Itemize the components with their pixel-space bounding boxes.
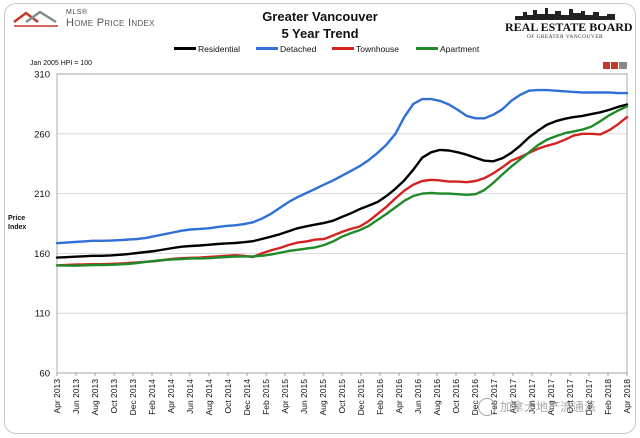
series-line-apartment — [55, 105, 629, 267]
x-tick-label: Apr 2017 — [508, 379, 518, 414]
y-tick-label: 160 — [34, 249, 50, 260]
legend-swatch — [332, 47, 354, 51]
legend-label: Detached — [280, 44, 317, 54]
chart-subtitle: 5 Year Trend — [281, 26, 359, 41]
real-estate-board-logo: REAL ESTATE BOARD OF GREATER VANCOUVER — [505, 6, 633, 42]
x-tick-label: Feb 2016 — [375, 379, 385, 415]
y-tick-label: 110 — [35, 309, 50, 320]
x-tick-label: Apr 2015 — [280, 379, 290, 414]
x-tick-label: Apr 2013 — [52, 379, 62, 414]
x-tick-label: Oct 2017 — [565, 379, 575, 414]
x-tick-label: Oct 2014 — [223, 379, 233, 414]
y-tick-label: 310 — [34, 70, 50, 81]
x-tick-label: Aug 2017 — [546, 379, 556, 416]
x-tick-label: Feb 2018 — [603, 379, 613, 415]
x-tick-label: Jun 2017 — [527, 379, 537, 414]
legend-swatch — [256, 47, 278, 51]
x-tick-label: Oct 2016 — [451, 379, 461, 414]
house-icon — [13, 10, 58, 27]
x-tick-label: Apr 2014 — [166, 379, 176, 414]
x-tick-label: Apr 2018 — [622, 379, 632, 414]
x-tick-label: Dec 2014 — [242, 379, 252, 416]
mls-mark: MLS® — [66, 9, 88, 16]
hpi-logo-text: Home Price Index — [66, 17, 155, 29]
board-subtitle: OF GREATER VANCOUVER — [526, 34, 604, 40]
chart-frame — [4, 3, 636, 434]
watermark: 加拿大地产流通派 — [478, 396, 628, 416]
x-tick-label: Feb 2014 — [147, 379, 157, 415]
legend-item-townhouse: Townhouse — [332, 44, 399, 54]
legend-item-detached: Detached — [256, 44, 316, 54]
x-tick-label: Feb 2017 — [489, 379, 499, 415]
x-tick-label: Dec 2015 — [356, 379, 366, 416]
x-tick-label: Aug 2014 — [204, 379, 214, 416]
x-tick-label: Jun 2013 — [71, 379, 81, 414]
mls-hpi-logo: MLS® Home Price Index — [12, 8, 182, 30]
x-tick-label: Jun 2014 — [185, 379, 195, 414]
grid-lines — [57, 73, 627, 374]
base-note: Jan 2005 HPI = 100 — [30, 60, 93, 67]
partner-logos-icon — [603, 62, 627, 69]
x-tick-label: Aug 2013 — [90, 379, 100, 416]
watermark-text: 加拿大地产流通派 — [500, 400, 597, 414]
legend-swatch — [416, 47, 438, 51]
x-tick-label: Oct 2013 — [109, 379, 119, 414]
series-line-residential — [55, 103, 629, 259]
legend-item-residential: Residential — [174, 44, 240, 54]
axes — [56, 73, 628, 374]
x-tick-label: Jun 2015 — [299, 379, 309, 414]
x-tick-label: Apr 2016 — [394, 379, 404, 414]
x-tick-label: Dec 2013 — [128, 379, 138, 416]
y-tick-labels: 60 110 160 210 260 310 — [34, 70, 50, 380]
x-tick-labels: Apr 2013 Jun 2013 Aug 2013 Oct 2013 Dec 2013… — [52, 373, 632, 415]
wechat-icon — [478, 398, 496, 416]
y-axis-label: Price Index — [8, 215, 27, 231]
plot-area — [56, 73, 628, 374]
legend-swatch — [174, 47, 196, 51]
series-lines — [55, 88, 629, 267]
x-tick-label: Aug 2016 — [432, 379, 442, 416]
y-tick-label: 60 — [39, 369, 50, 380]
series-line-townhouse — [55, 115, 629, 267]
x-tick-label: Oct 2015 — [337, 379, 347, 414]
legend-label: Residential — [198, 44, 241, 54]
chart-title: Greater Vancouver — [262, 9, 378, 24]
legend-label: Apartment — [440, 44, 480, 54]
series-line-detached — [55, 88, 629, 245]
y-tick-label: 260 — [34, 129, 50, 140]
x-tick-label: Aug 2015 — [318, 379, 328, 416]
x-tick-label: Jun 2016 — [413, 379, 423, 414]
legend-item-apartment: Apartment — [416, 44, 479, 54]
y-tick-label: 210 — [34, 189, 50, 200]
x-tick-label: Dec 2017 — [584, 379, 594, 416]
board-name: REAL ESTATE BOARD — [505, 20, 633, 34]
x-tick-label: Dec 2016 — [470, 379, 480, 416]
legend-label: Townhouse — [356, 44, 400, 54]
skyline-icon — [515, 8, 615, 20]
x-tick-label: Feb 2015 — [261, 379, 271, 415]
